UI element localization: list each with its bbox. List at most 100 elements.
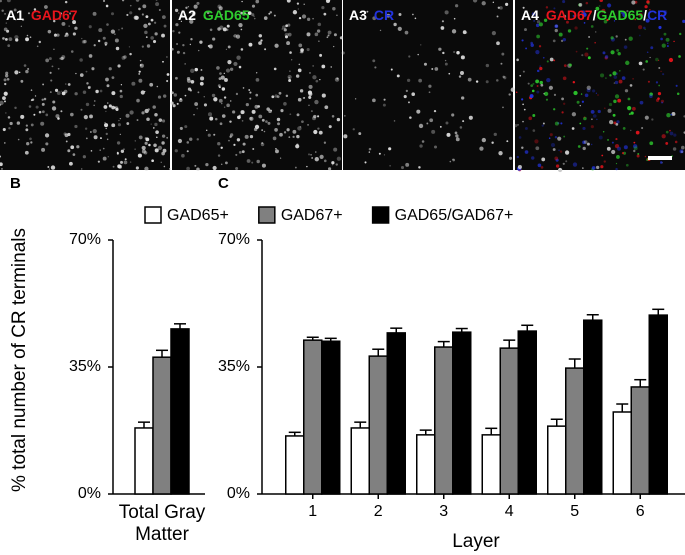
punctum <box>614 94 620 99</box>
punctum <box>613 82 616 84</box>
punctum <box>623 45 628 49</box>
punctum <box>160 161 162 164</box>
punctum <box>673 40 675 43</box>
punctum <box>52 19 56 23</box>
punctum <box>255 93 259 97</box>
punctum <box>136 119 139 122</box>
punctum <box>440 26 445 30</box>
punctum <box>308 92 313 97</box>
punctum <box>288 77 290 79</box>
punctum <box>587 56 591 60</box>
punctum <box>119 94 123 99</box>
stain-name: / <box>593 7 597 23</box>
punctum <box>41 98 44 101</box>
punctum <box>261 142 264 145</box>
punctum <box>15 19 17 21</box>
punctum <box>217 4 222 9</box>
punctum <box>508 156 513 160</box>
punctum <box>287 74 292 80</box>
punctum <box>669 131 674 136</box>
x-tick-label: 2 <box>374 503 383 520</box>
punctum <box>75 72 77 75</box>
punctum <box>644 155 647 158</box>
punctum <box>324 105 329 110</box>
x-tick-label: 4 <box>505 503 514 520</box>
punctum <box>219 122 223 126</box>
punctum <box>644 28 646 30</box>
legend-label: GAD67+ <box>281 207 343 224</box>
punctum <box>161 119 166 123</box>
punctum <box>420 44 422 46</box>
punctum <box>84 127 88 130</box>
punctum <box>602 51 606 55</box>
punctum <box>661 43 666 48</box>
punctum <box>156 85 159 88</box>
punctum <box>135 166 139 170</box>
punctum <box>581 10 586 15</box>
punctum <box>330 66 332 68</box>
punctum <box>515 91 518 93</box>
punctum <box>223 106 226 108</box>
punctum <box>559 150 563 153</box>
punctum <box>588 36 590 38</box>
punctum <box>16 121 21 125</box>
punctum <box>70 112 74 117</box>
punctum <box>675 84 678 87</box>
punctum <box>30 141 33 144</box>
punctum <box>372 98 376 103</box>
punctum <box>672 147 677 151</box>
punctum <box>51 65 54 68</box>
punctum <box>456 51 460 55</box>
punctum <box>162 60 164 63</box>
punctum <box>405 89 408 93</box>
punctum <box>296 134 300 139</box>
punctum <box>119 117 122 120</box>
punctum <box>661 134 666 139</box>
punctum <box>541 124 544 127</box>
puncta <box>341 0 515 170</box>
punctum <box>298 16 302 20</box>
punctum <box>609 120 614 125</box>
punctum <box>408 101 410 104</box>
punctum <box>590 125 594 129</box>
punctum <box>60 90 62 92</box>
punctum <box>25 128 29 132</box>
panel-id: A1 <box>6 7 24 23</box>
punctum <box>582 146 586 151</box>
punctum <box>186 77 191 81</box>
punctum <box>536 90 540 94</box>
punctum <box>539 65 542 67</box>
punctum <box>199 40 203 44</box>
punctum <box>138 70 141 73</box>
punctum <box>193 114 195 116</box>
punctum <box>618 79 623 84</box>
punctum <box>400 166 405 170</box>
punctum <box>428 91 431 94</box>
punctum <box>666 113 671 118</box>
punctum <box>235 153 238 156</box>
punctum <box>35 105 39 109</box>
bar <box>452 331 472 495</box>
punctum <box>582 167 584 169</box>
punctum <box>312 17 314 20</box>
punctum <box>261 129 263 131</box>
punctum <box>269 11 273 14</box>
punctum <box>229 135 232 138</box>
punctum <box>152 105 156 109</box>
punctum <box>566 20 569 24</box>
punctum <box>53 33 57 37</box>
punctum <box>251 4 256 8</box>
bar <box>152 356 172 495</box>
punctum <box>462 30 467 35</box>
punctum <box>568 63 572 67</box>
punctum <box>383 98 386 101</box>
punctum <box>279 132 283 137</box>
punctum <box>241 0 243 3</box>
panel-id: A2 <box>178 7 196 23</box>
bar <box>368 355 388 495</box>
punctum <box>579 104 581 107</box>
punctum <box>500 62 503 65</box>
punctum <box>100 137 102 140</box>
punctum <box>563 64 567 68</box>
punctum <box>506 140 509 143</box>
